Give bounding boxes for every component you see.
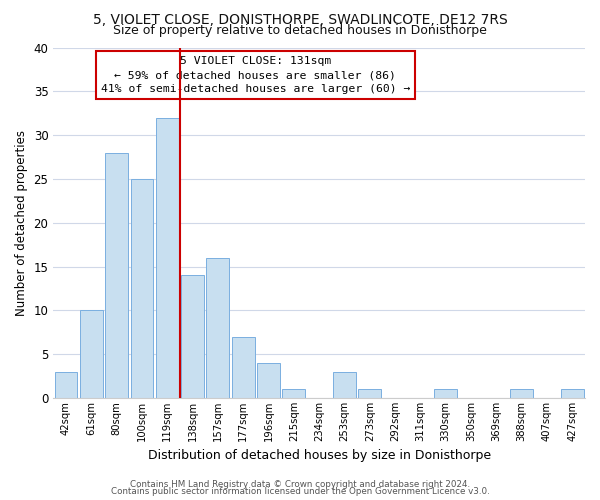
Text: 5 VIOLET CLOSE: 131sqm
← 59% of detached houses are smaller (86)
41% of semi-det: 5 VIOLET CLOSE: 131sqm ← 59% of detached… xyxy=(101,56,410,94)
Text: Size of property relative to detached houses in Donisthorpe: Size of property relative to detached ho… xyxy=(113,24,487,37)
Text: Contains HM Land Registry data © Crown copyright and database right 2024.: Contains HM Land Registry data © Crown c… xyxy=(130,480,470,489)
Bar xyxy=(434,390,457,398)
Bar xyxy=(156,118,179,398)
Text: 5, VIOLET CLOSE, DONISTHORPE, SWADLINCOTE, DE12 7RS: 5, VIOLET CLOSE, DONISTHORPE, SWADLINCOT… xyxy=(92,12,508,26)
Bar xyxy=(257,363,280,398)
Bar xyxy=(105,152,128,398)
Bar xyxy=(561,390,584,398)
Bar xyxy=(206,258,229,398)
Bar xyxy=(283,390,305,398)
Bar xyxy=(55,372,77,398)
Y-axis label: Number of detached properties: Number of detached properties xyxy=(15,130,28,316)
Text: Contains public sector information licensed under the Open Government Licence v3: Contains public sector information licen… xyxy=(110,488,490,496)
Bar xyxy=(232,336,254,398)
Bar xyxy=(181,276,204,398)
Bar xyxy=(80,310,103,398)
Bar xyxy=(333,372,356,398)
Bar xyxy=(131,179,154,398)
Bar xyxy=(511,390,533,398)
Bar xyxy=(358,390,381,398)
X-axis label: Distribution of detached houses by size in Donisthorpe: Distribution of detached houses by size … xyxy=(148,450,491,462)
